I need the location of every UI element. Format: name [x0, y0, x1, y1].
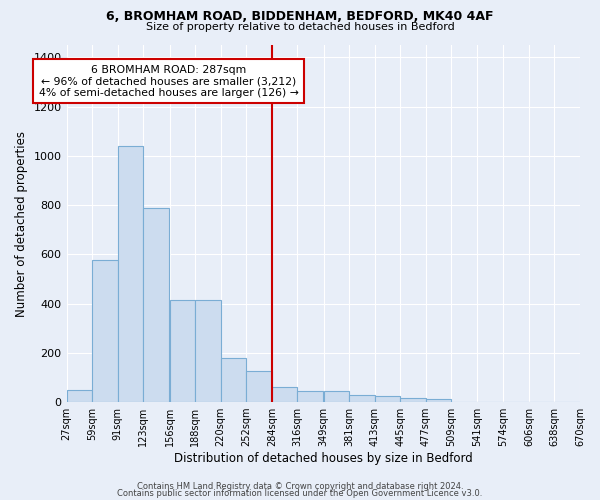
Text: Contains HM Land Registry data © Crown copyright and database right 2024.: Contains HM Land Registry data © Crown c… [137, 482, 463, 491]
Text: Size of property relative to detached houses in Bedford: Size of property relative to detached ho… [146, 22, 454, 32]
Bar [426, 399, 451, 402]
Bar [67, 390, 92, 402]
Bar [298, 390, 323, 402]
Bar [195, 300, 221, 402]
Bar [323, 390, 349, 402]
Bar [221, 358, 246, 402]
Bar [349, 394, 375, 402]
Bar [170, 300, 195, 402]
Bar [272, 388, 298, 402]
X-axis label: Distribution of detached houses by size in Bedford: Distribution of detached houses by size … [174, 452, 473, 465]
Text: 6, BROMHAM ROAD, BIDDENHAM, BEDFORD, MK40 4AF: 6, BROMHAM ROAD, BIDDENHAM, BEDFORD, MK4… [106, 10, 494, 23]
Bar [143, 208, 169, 402]
Bar [92, 260, 118, 402]
Y-axis label: Number of detached properties: Number of detached properties [15, 130, 28, 316]
Bar [246, 372, 272, 402]
Text: Contains public sector information licensed under the Open Government Licence v3: Contains public sector information licen… [118, 489, 482, 498]
Bar [375, 396, 400, 402]
Text: 6 BROMHAM ROAD: 287sqm
← 96% of detached houses are smaller (3,212)
4% of semi-d: 6 BROMHAM ROAD: 287sqm ← 96% of detached… [39, 64, 299, 98]
Bar [118, 146, 143, 402]
Bar [400, 398, 426, 402]
